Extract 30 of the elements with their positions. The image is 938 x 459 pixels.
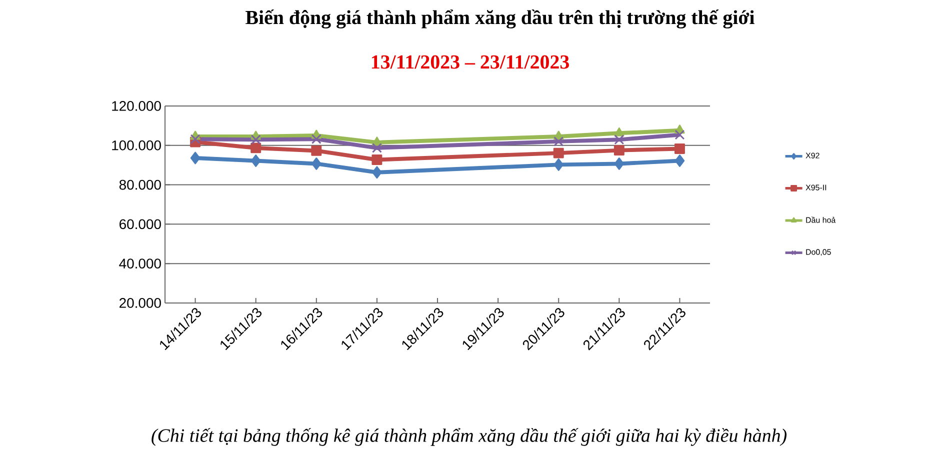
chart-subtitle: 13/11/2023 – 23/11/2023: [372, 55, 569, 69]
point: [372, 166, 382, 179]
point: [553, 148, 564, 158]
point: [311, 134, 322, 144]
point: [674, 144, 685, 154]
point: [614, 134, 624, 145]
point: [554, 158, 564, 171]
chart-title: Biến động giá thành phẩm xăng dầu trên thị trường thế giới: [246, 10, 754, 28]
point: [614, 157, 624, 170]
text: (Chi tiết tại bảng thống kê giá thành phẩm xăng dầu thế giới giữa hai kỳ điều hành): [152, 428, 787, 446]
y-tick-label: 100.000: [112, 140, 161, 150]
point: [674, 154, 685, 167]
point: [311, 145, 322, 156]
point: [250, 154, 261, 167]
point: [372, 142, 382, 153]
y-tick-label: 40.000: [119, 258, 161, 269]
point: [614, 145, 624, 156]
y-tick-label: 120.000: [112, 101, 161, 111]
point: [554, 136, 564, 146]
y-tick-label: 80.000: [119, 180, 161, 190]
point: [674, 130, 685, 140]
point: [372, 154, 382, 165]
y-tick-label: 20.000: [120, 298, 161, 308]
point: [250, 134, 261, 145]
y-tick-label: 60.000: [120, 219, 161, 230]
point: [614, 127, 624, 136]
point: [250, 142, 262, 154]
point: [190, 152, 200, 164]
point: [190, 134, 200, 144]
point: [312, 157, 322, 170]
